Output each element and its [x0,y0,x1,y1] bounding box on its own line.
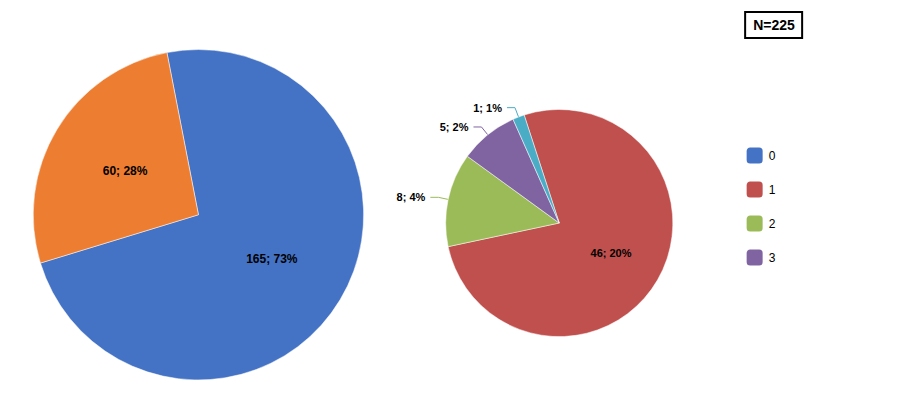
svg-text:0: 0 [769,149,776,163]
svg-text:1: 1 [769,183,776,197]
svg-text:N=225: N=225 [753,17,795,33]
svg-text:3: 3 [769,251,776,265]
svg-text:2: 2 [769,217,776,231]
svg-text:60; 28%: 60; 28% [103,164,148,178]
svg-text:8; 4%: 8; 4% [397,191,426,203]
svg-text:46; 20%: 46; 20% [591,247,632,259]
svg-text:165; 73%: 165; 73% [246,252,298,266]
svg-text:1; 1%: 1; 1% [473,102,502,114]
svg-text:5; 2%: 5; 2% [440,121,469,133]
